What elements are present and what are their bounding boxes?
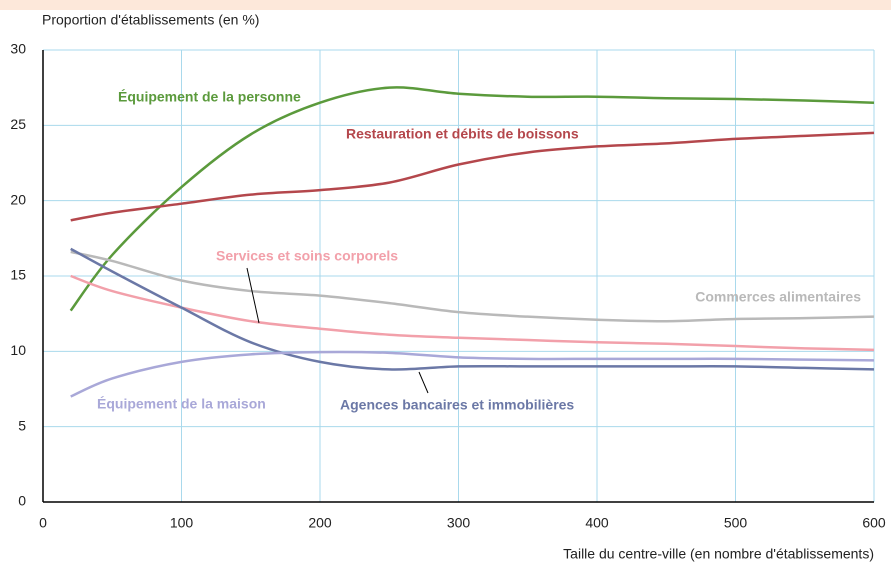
leader-line (246, 267, 260, 324)
y-tick-label: 10 (10, 342, 26, 358)
y-tick-label: 15 (10, 267, 26, 283)
series-label: Commerces alimentaires (695, 289, 861, 305)
x-tick-label: 200 (308, 515, 332, 531)
y-tick-label: 0 (18, 493, 26, 509)
y-tick-label: 30 (10, 41, 26, 57)
x-axis-label: Taille du centre-ville (en nombre d'étab… (563, 546, 874, 562)
series-line (70, 247, 875, 371)
y-tick-label: 20 (10, 191, 26, 207)
x-tick-label: 400 (585, 515, 609, 531)
series-label: Agences bancaires et immobilières (340, 397, 574, 413)
y-tick-label: 5 (18, 417, 26, 433)
leader-line (418, 371, 429, 394)
x-tick-label: 600 (862, 515, 886, 531)
series-line (70, 350, 875, 398)
x-tick-label: 0 (39, 515, 47, 531)
series-line (69, 86, 875, 312)
x-tick-label: 300 (447, 515, 471, 531)
series-label: Équipement de la personne (118, 89, 301, 105)
y-axis-label: Proportion d'établissements (en %) (42, 12, 259, 28)
x-tick-label: 100 (170, 515, 194, 531)
x-tick-label: 500 (724, 515, 748, 531)
series-label: Restauration et débits de boissons (346, 126, 579, 142)
y-tick-label: 25 (10, 116, 26, 132)
series-label: Services et soins corporels (216, 248, 398, 264)
header-band (0, 0, 891, 10)
series-line (70, 131, 875, 222)
series-line (70, 250, 875, 323)
series-label: Équipement de la maison (97, 396, 266, 412)
